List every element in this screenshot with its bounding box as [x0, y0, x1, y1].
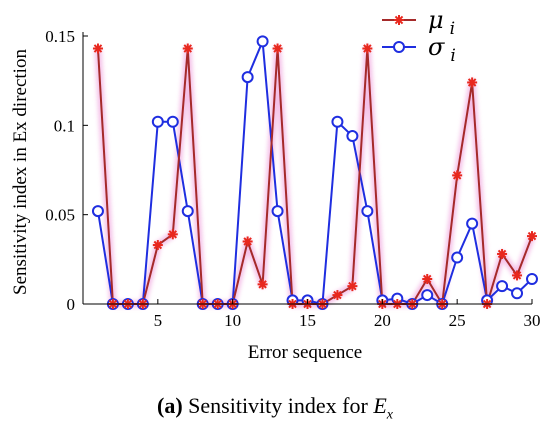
mu-data-point	[362, 43, 373, 54]
caption-text: Sensitivity index for	[188, 393, 368, 418]
mu-data-point	[332, 290, 343, 301]
mu-series-glow	[94, 45, 536, 308]
mu-data-point	[182, 43, 193, 54]
highlight-band	[94, 45, 536, 308]
figure-caption: (a) Sensitivity index for Ex	[0, 393, 550, 423]
x-tick-label: 15	[299, 311, 316, 330]
mu-data-point	[272, 43, 283, 54]
sigma-data-point	[271, 205, 284, 218]
x-tick-label: 30	[524, 311, 541, 330]
mu-data-point	[467, 77, 478, 88]
x-axis-title: Error sequence	[248, 342, 362, 363]
sigma-series-line	[96, 40, 533, 305]
caption-variable: Ex	[373, 393, 393, 423]
sigma-data-point	[466, 217, 479, 230]
legend: μ iσ i	[382, 6, 456, 66]
sigma-data-point	[166, 115, 179, 128]
chart-area: 5 10 15 20 25 30 00.050.10.15 Error sequence …	[10, 6, 541, 363]
sigma-data-point	[511, 287, 524, 300]
sigma-data-point	[181, 205, 194, 218]
sigma-data-point	[421, 289, 434, 302]
sigma-data-point	[91, 205, 104, 218]
sigma-data-point	[331, 115, 344, 128]
mu-data-point	[347, 281, 358, 292]
legend-marker	[393, 41, 405, 53]
sigma-data-point	[451, 251, 464, 264]
sigma-data-point	[346, 130, 359, 143]
y-tick-label: 0.05	[45, 206, 75, 225]
series-lines	[96, 40, 533, 305]
mu-series-line	[96, 47, 533, 305]
sigma-data-point	[256, 35, 269, 48]
y-ticks: 0 0.05 0.1 0.15	[45, 27, 88, 314]
sigma-data-point	[241, 71, 254, 84]
mu-data-point	[497, 248, 508, 259]
y-tick-label: 0.15	[45, 27, 75, 46]
x-ticks: 5 10 15 20 25 30	[154, 299, 541, 330]
mu-data-point	[422, 273, 433, 284]
mu-data-point	[512, 270, 523, 281]
y-tick-label: 0	[67, 295, 76, 314]
sigma-data-point	[151, 115, 164, 128]
x-tick-label: 5	[154, 311, 163, 330]
y-tick-label: 0.1	[54, 116, 75, 135]
x-tick-label: 10	[224, 311, 241, 330]
mu-data-point	[527, 231, 537, 242]
caption-label: (a)	[157, 393, 183, 418]
sigma-data-point	[361, 205, 374, 218]
x-tick-label: 20	[374, 311, 391, 330]
mu-data-point	[167, 229, 178, 240]
mu-data-point	[242, 236, 253, 247]
mu-data-point	[92, 43, 103, 54]
y-axis-title: Sensitivity index in Ex direction	[10, 49, 31, 295]
sigma-data-point	[496, 280, 509, 293]
mu-data-point	[152, 240, 163, 251]
mu-data-point	[452, 170, 463, 181]
series-markers	[91, 35, 538, 310]
sigma-data-point	[526, 272, 538, 285]
x-tick-label: 25	[449, 311, 466, 330]
legend-marker	[394, 15, 404, 25]
mu-data-point	[257, 279, 268, 290]
